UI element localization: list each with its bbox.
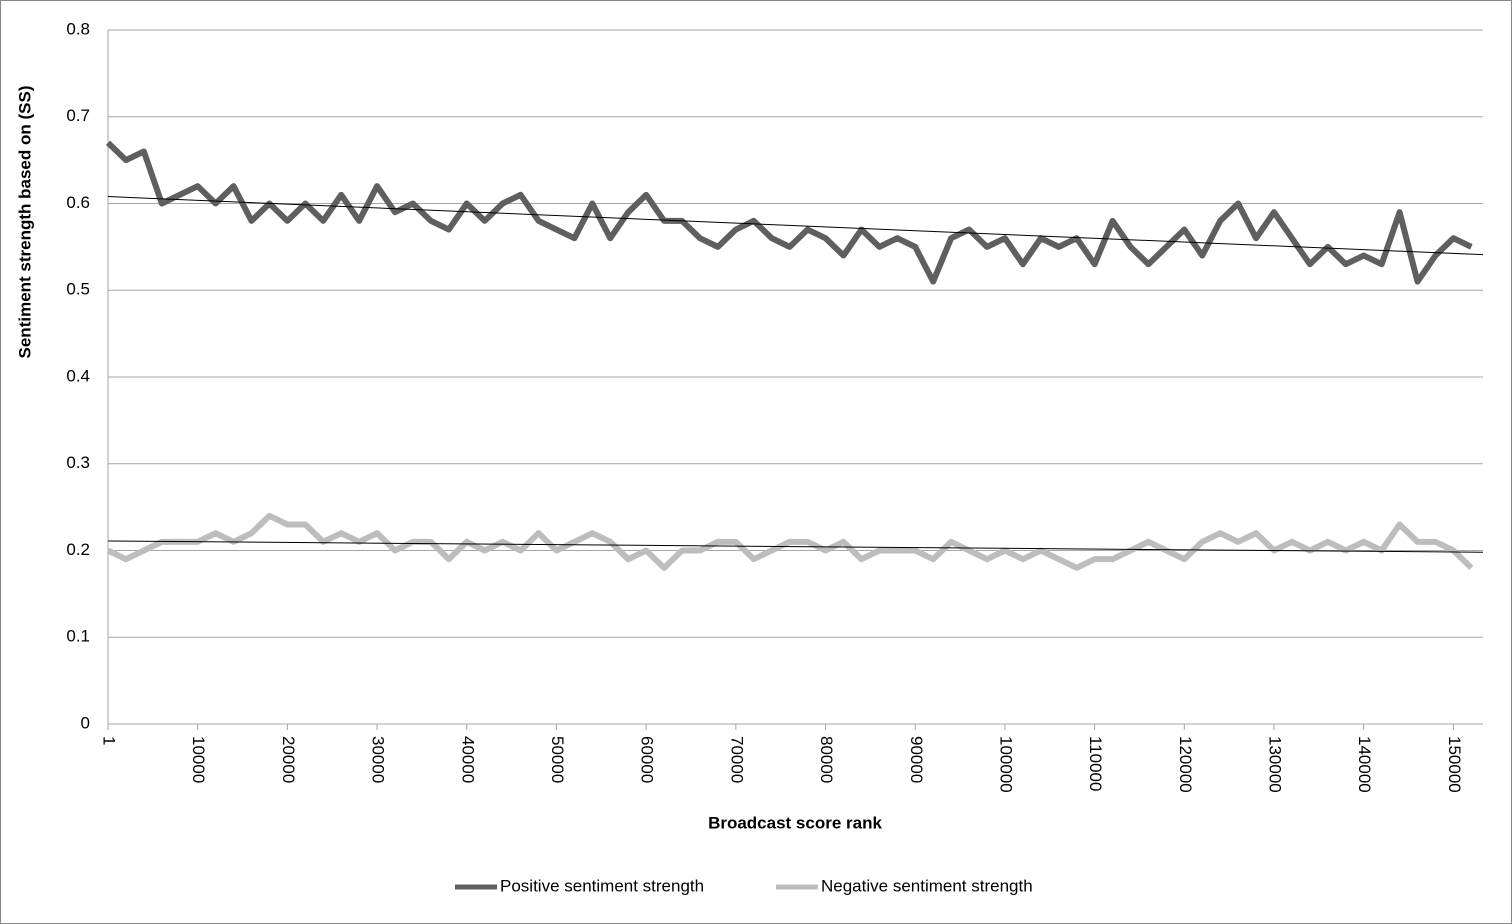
x-tick-label: 40000 [458,736,477,783]
y-tick-label: 0.2 [66,540,90,559]
x-tick-label: 50000 [548,736,567,783]
x-tick-label: 100000 [996,736,1015,793]
x-tick-label: 130000 [1266,736,1285,793]
x-tick-label: 20000 [279,736,298,783]
x-tick-label: 120000 [1176,736,1195,793]
x-tick-label: 140000 [1355,736,1374,793]
y-axis-label: Sentiment strength based on (SS) [15,86,34,359]
series-line [105,140,1473,285]
x-tick-label: 110000 [1086,736,1105,791]
y-tick-label: 0 [81,713,90,732]
series-line [106,512,1474,571]
y-tick-label: 0.3 [66,453,90,472]
x-tick-label: 30000 [369,736,388,783]
legend-label: Positive sentiment strength [500,876,704,895]
x-tick-label: 10000 [189,736,208,783]
y-tick-label: 0.5 [66,280,90,299]
y-tick-label: 0.4 [66,366,90,385]
x-tick-label: 90000 [907,736,926,783]
x-tick-label: 1 [100,736,119,745]
y-tick-label: 0.6 [66,193,90,212]
y-tick-label: 0.1 [66,627,90,646]
trend-line [107,540,1484,553]
y-tick-label: 0.8 [66,19,90,38]
x-tick-label: 80000 [817,736,836,783]
x-tick-label: 60000 [638,736,657,783]
trend-line [107,196,1484,256]
x-tick-label: 70000 [727,736,746,783]
x-axis-label: Broadcast score rank [708,813,882,832]
y-tick-label: 0.7 [66,106,90,125]
legend-label: Negative sentiment strength [821,876,1033,895]
x-tick-label: 150000 [1445,736,1464,793]
